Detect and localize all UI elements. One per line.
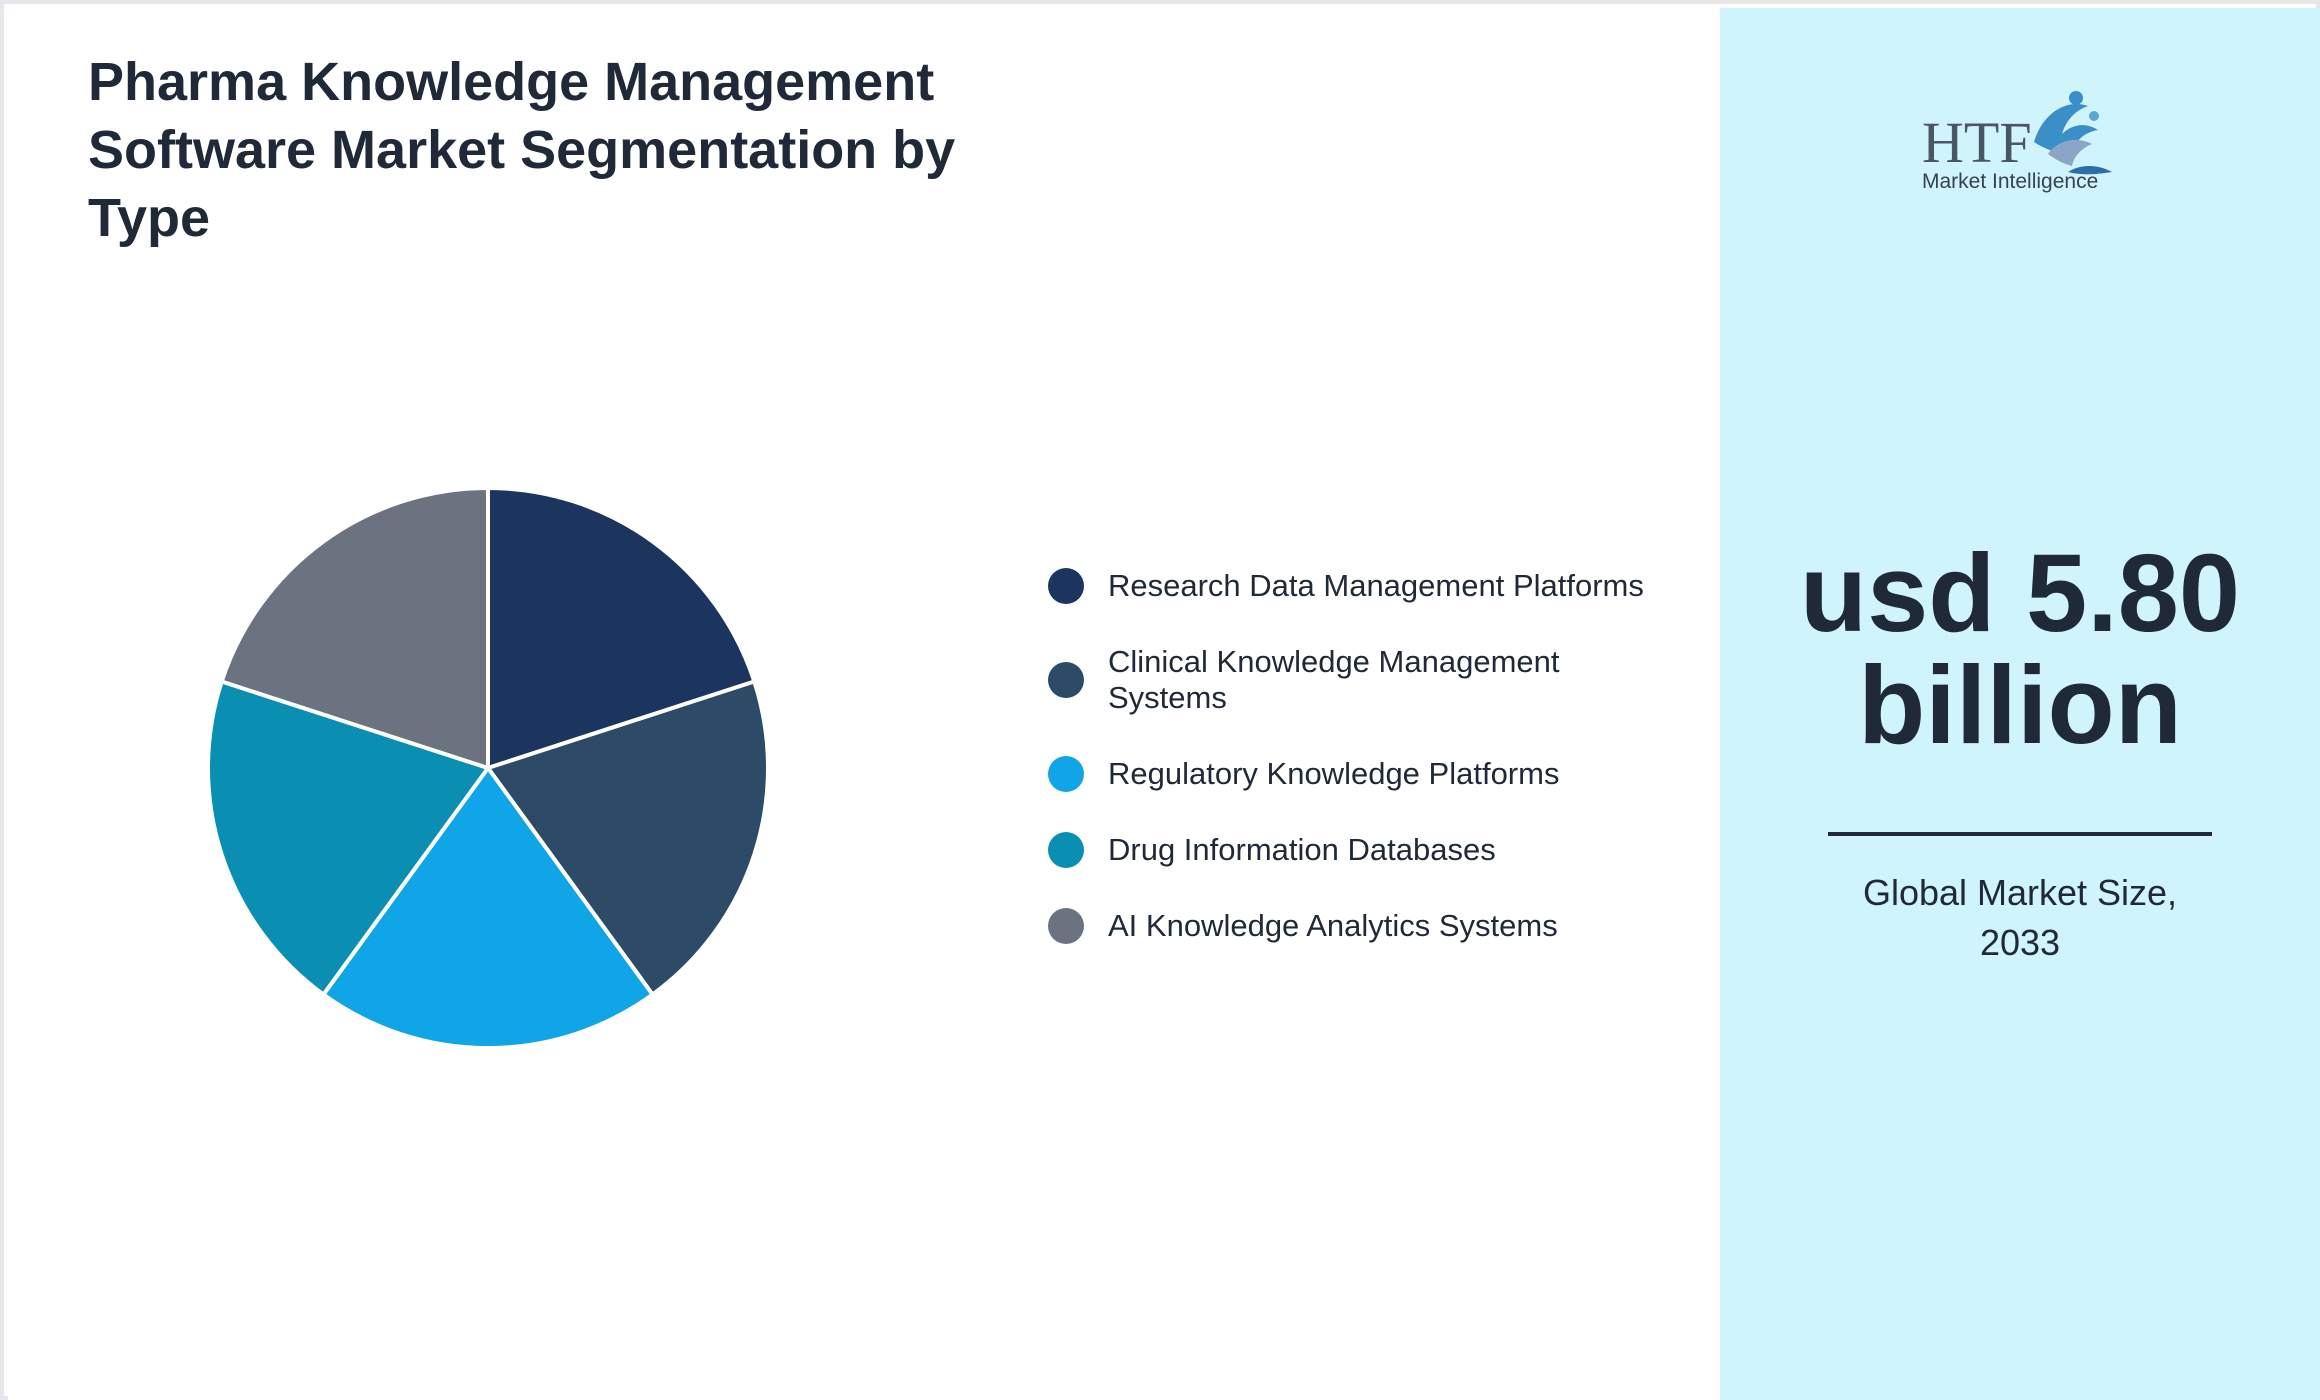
legend-item: Drug Information Databases (1048, 832, 1648, 868)
divider (1828, 832, 2212, 836)
legend-label: Clinical Knowledge Management Systems (1108, 644, 1560, 715)
legend-item: Regulatory Knowledge Platforms (1048, 756, 1648, 792)
pie-slices (206, 486, 770, 1050)
logo-text-main: HTF (1922, 110, 2032, 175)
caption-label: Global Market Size, (1862, 872, 2178, 913)
chart-title: Pharma Knowledge Management Software Mar… (88, 52, 956, 248)
pie-chart (206, 486, 770, 1050)
market-size-value: usd 5.80 billion (1720, 538, 2320, 762)
legend-label: Regulatory Knowledge Platforms (1108, 756, 1560, 791)
market-size-panel: HTF Market Intelligence usd 5.80 billion… (1720, 8, 2320, 1400)
legend-swatch (1048, 832, 1084, 868)
htf-logo: HTF Market Intelligence (1922, 91, 2112, 193)
pie-slice-2 (486, 679, 770, 997)
market-size-amount: usd 5.80 (1799, 532, 2241, 655)
chart-legend: Research Data Management Platforms Clini… (1048, 568, 1648, 984)
pie-slice-3 (321, 766, 655, 1050)
legend-swatch (1048, 756, 1084, 792)
legend-item: Clinical Knowledge Management Systems (1048, 644, 1648, 716)
legend-label: AI Knowledge Analytics Systems (1108, 908, 1558, 943)
legend-label: Research Data Management Platforms (1108, 568, 1644, 603)
market-size-unit: billion (1858, 644, 2182, 767)
legend-item: Research Data Management Platforms (1048, 568, 1648, 604)
caption-year: 2033 (1979, 922, 2061, 963)
legend-swatch (1048, 568, 1084, 604)
pie-slice-1 (486, 486, 757, 770)
market-size-caption: Global Market Size, 2033 (1820, 868, 2220, 968)
legend-label: Drug Information Databases (1108, 832, 1496, 867)
legend-item: AI Knowledge Analytics Systems (1048, 908, 1648, 944)
legend-swatch (1048, 908, 1084, 944)
htf-dolphin-logo-icon (2034, 91, 2112, 175)
logo-text-sub: Market Intelligence (1922, 170, 2098, 193)
chart-panel: Pharma Knowledge Management Software Mar… (8, 8, 1720, 1400)
legend-swatch (1048, 662, 1084, 698)
pie-slice-5 (219, 486, 490, 770)
pie-slice-4 (206, 679, 490, 997)
